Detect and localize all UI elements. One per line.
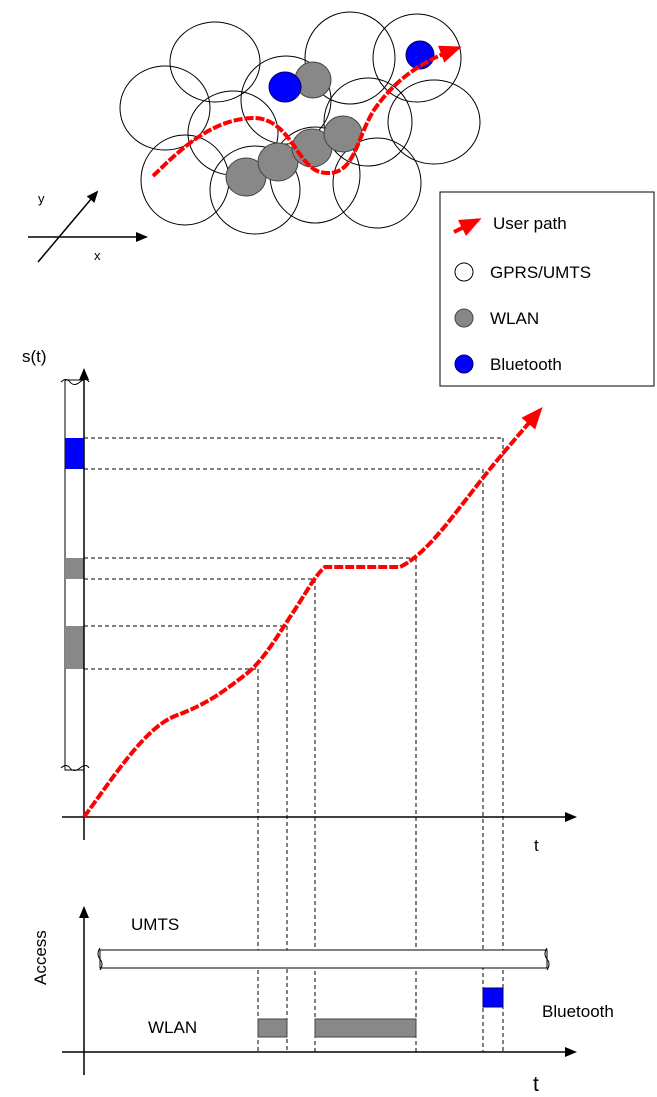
access-timeline: Access t UMTS WLAN Bluetooth — [31, 906, 614, 1096]
level-projections — [84, 437, 503, 670]
legend-gprs-umts-label: GPRS/UMTS — [490, 263, 591, 282]
wlan-access-bar — [257, 1018, 288, 1038]
t-axis-label-top: t — [534, 836, 539, 855]
legend-bluetooth-icon — [454, 354, 474, 374]
legend-wlan-label: WLAN — [490, 309, 539, 328]
umts-cell — [387, 79, 481, 165]
umts-cell — [323, 77, 413, 167]
t-axis-label-bottom: t — [533, 1073, 539, 1096]
umts-cell — [304, 11, 396, 105]
xy-axes: y x — [28, 190, 148, 263]
umts-band-break-left — [97, 947, 103, 971]
strip-wlan-segment — [65, 626, 84, 669]
legend-wlan-icon — [454, 308, 474, 328]
umts-band-break-right — [544, 947, 550, 971]
strip-wlan-segment — [65, 558, 84, 579]
bluetooth-cell — [268, 71, 302, 103]
umts-cell — [209, 145, 301, 235]
umts-cell — [169, 21, 261, 103]
strip-bluetooth-segment — [65, 438, 84, 469]
bluetooth-access-bar — [482, 987, 504, 1008]
strip-break-bottom — [60, 765, 90, 771]
legend-user-path-icon — [453, 218, 482, 237]
position-time-graph: s(t) t — [22, 347, 577, 1052]
bluetooth-cells — [268, 40, 435, 103]
umts-cell — [119, 65, 211, 151]
legend-user-path-label: User path — [493, 214, 567, 233]
umts-access-band — [99, 949, 548, 969]
legend-box — [439, 191, 655, 387]
x-axis-label: x — [94, 248, 101, 263]
coverage-map — [119, 11, 481, 235]
wlan-access-label: WLAN — [148, 1018, 197, 1037]
user-path-curve — [82, 406, 543, 819]
s-axis-label: s(t) — [22, 347, 47, 366]
umts-cell — [332, 137, 422, 229]
access-axis-label: Access — [31, 930, 50, 985]
bluetooth-access-label: Bluetooth — [542, 1002, 614, 1021]
umts-access-label: UMTS — [131, 915, 179, 934]
wlan-access-bar — [314, 1018, 417, 1038]
legend-bluetooth-label: Bluetooth — [490, 355, 562, 374]
legend: User path GPRS/UMTS WLAN Bluetooth — [439, 191, 655, 387]
legend-gprs-umts-icon — [454, 262, 474, 282]
y-axis-line — [37, 190, 99, 263]
y-axis-label: y — [38, 191, 45, 206]
